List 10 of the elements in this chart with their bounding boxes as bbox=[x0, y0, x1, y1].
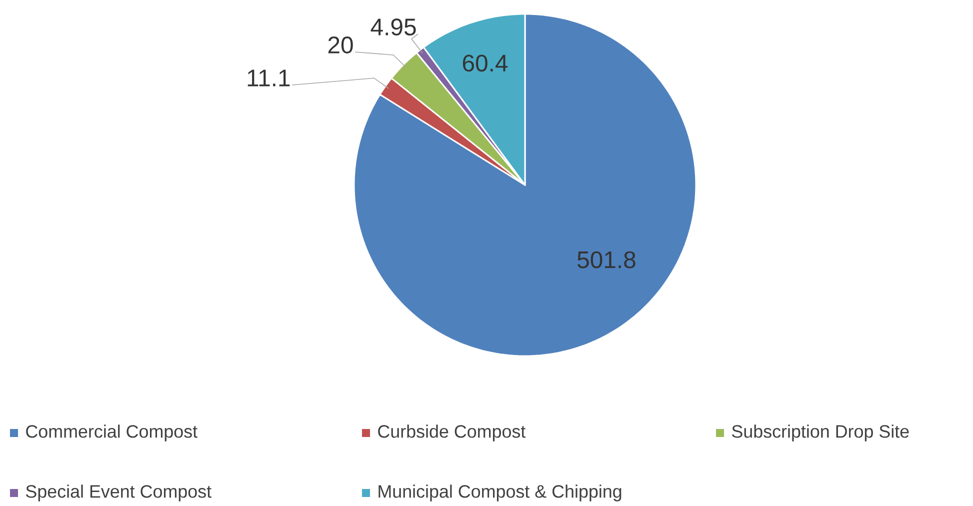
data-label: 20 bbox=[328, 36, 353, 54]
legend-label: Commercial Compost bbox=[26, 424, 198, 442]
data-label: 11.1 bbox=[248, 70, 290, 86]
legend-label: Special Event Compost bbox=[26, 484, 212, 502]
data-label: 4.95 bbox=[370, 18, 416, 36]
legend-label: Municipal Compost & Chipping bbox=[378, 484, 622, 502]
legend-label: Subscription Drop Site bbox=[732, 424, 909, 442]
data-label: 501.8 bbox=[578, 251, 636, 268]
legend-label: Curbside Compost bbox=[378, 424, 526, 442]
data-label: 60.4 bbox=[462, 54, 508, 72]
